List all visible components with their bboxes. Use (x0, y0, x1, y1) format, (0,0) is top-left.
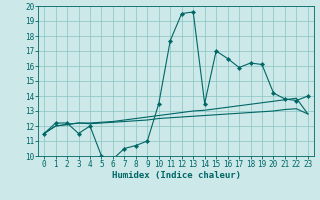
X-axis label: Humidex (Indice chaleur): Humidex (Indice chaleur) (111, 171, 241, 180)
